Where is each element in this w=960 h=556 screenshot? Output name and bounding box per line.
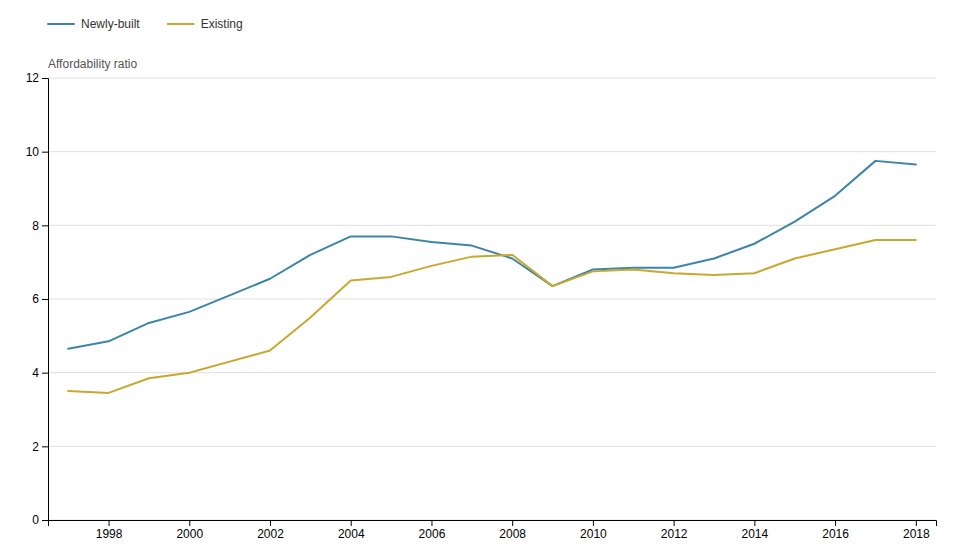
x-tick-label: 2008: [499, 527, 526, 541]
y-tick: 2: [32, 440, 48, 454]
y-tick-label: 6: [32, 292, 39, 306]
legend: Newly-built Existing: [48, 17, 243, 31]
y-tick-mark: [42, 152, 48, 153]
y-tick-label: 10: [26, 145, 40, 159]
x-axis-line: [49, 521, 937, 527]
y-tick-label: 0: [32, 513, 39, 527]
x-tick: 2014: [742, 520, 769, 541]
y-axis-title: Affordability ratio: [48, 57, 137, 71]
y-tick-label: 12: [26, 71, 40, 85]
y-tick-mark: [42, 446, 48, 447]
grid-line: [48, 299, 936, 300]
y-tick: 10: [26, 145, 48, 159]
x-tick-mark: [835, 520, 836, 526]
y-tick-mark: [42, 373, 48, 374]
y-axis: 0 2 4 6 8 10 12: [26, 71, 49, 527]
legend-item: Existing: [168, 17, 243, 31]
legend-swatch: [48, 23, 74, 25]
y-tick: 8: [32, 219, 48, 233]
legend-label: Existing: [201, 17, 243, 31]
y-tick: 4: [32, 366, 48, 380]
x-tick: 2012: [661, 520, 688, 541]
grid-line: [48, 151, 936, 152]
x-tick: 1998: [96, 520, 123, 541]
x-axis: 1998 2000 2002 2004 2006 2008 2010 2012 2014 2016…: [49, 520, 937, 541]
legend-swatch: [168, 23, 194, 25]
legend-label: Newly-built: [81, 17, 140, 31]
x-tick-label: 2018: [903, 527, 930, 541]
y-tick-label: 2: [32, 440, 39, 454]
x-tick: 2010: [580, 520, 607, 541]
y-tick: 0: [32, 513, 48, 527]
y-tick-mark: [42, 225, 48, 226]
x-tick: 2016: [822, 520, 849, 541]
x-tick-mark: [512, 520, 513, 526]
x-tick: 2004: [338, 520, 365, 541]
x-tick: 2006: [419, 520, 446, 541]
x-tick: 2008: [499, 520, 526, 541]
grid: [48, 78, 936, 520]
x-tick-mark: [674, 520, 675, 526]
x-tick-mark: [351, 520, 352, 526]
lines: [68, 161, 916, 393]
y-tick-mark: [42, 520, 48, 521]
x-tick: 2000: [176, 520, 203, 541]
x-tick-label: 2006: [419, 527, 446, 541]
grid-line: [48, 446, 936, 447]
x-tick-mark: [109, 520, 110, 526]
x-tick: 2018: [903, 520, 930, 541]
x-tick-mark: [916, 520, 917, 526]
y-tick-mark: [42, 299, 48, 300]
legend-item: Newly-built: [48, 17, 140, 31]
x-tick-label: 2010: [580, 527, 607, 541]
x-tick-mark: [754, 520, 755, 526]
x-tick-mark: [593, 520, 594, 526]
x-tick-label: 2000: [176, 527, 203, 541]
chart: 1998200020022004200620082010201220142016…: [0, 0, 960, 556]
y-tick-mark: [42, 78, 48, 79]
x-tick-label: 2002: [257, 527, 284, 541]
plot: 1998200020022004200620082010201220142016…: [26, 71, 937, 540]
y-axis-line: [42, 79, 49, 521]
x-tick-label: 2004: [338, 527, 365, 541]
x-tick-label: 2014: [742, 527, 769, 541]
y-tick: 6: [32, 292, 48, 306]
x-tick-mark: [270, 520, 271, 526]
grid-line: [48, 225, 936, 226]
x-tick: 2002: [257, 520, 284, 541]
series-line: [68, 240, 916, 393]
y-tick: 12: [26, 71, 48, 85]
x-tick-label: 1998: [96, 527, 123, 541]
x-tick-label: 2012: [661, 527, 688, 541]
x-tick-label: 2016: [822, 527, 849, 541]
x-tick-mark: [431, 520, 432, 526]
y-tick-label: 4: [32, 366, 39, 380]
y-tick-label: 8: [32, 219, 39, 233]
grid-line: [48, 78, 936, 79]
x-tick-mark: [189, 520, 190, 526]
